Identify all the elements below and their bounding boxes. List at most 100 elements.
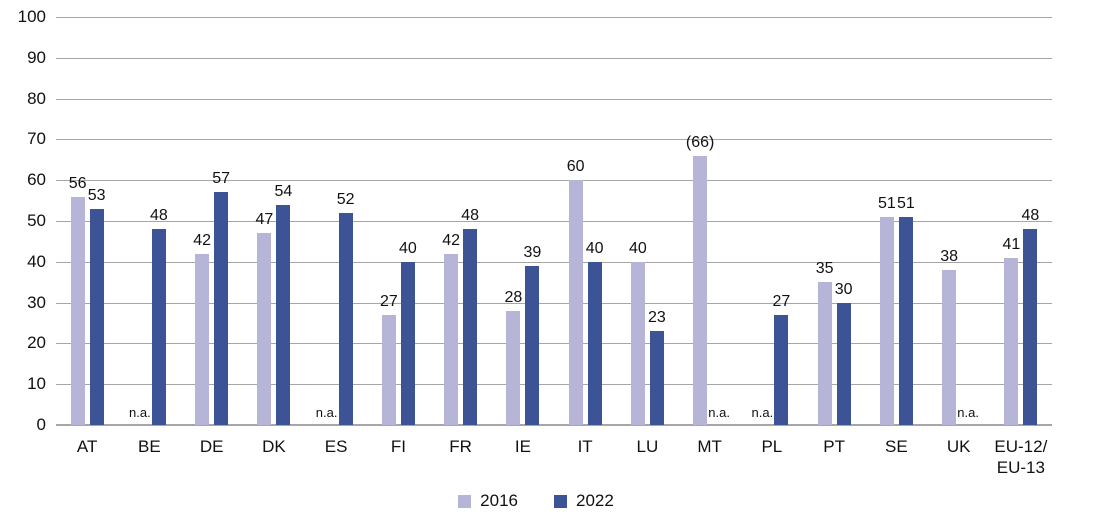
bar-2022 xyxy=(276,204,291,425)
x-axis-category-label: PT xyxy=(823,437,845,456)
x-axis-category-label: IT xyxy=(577,437,593,456)
bar-2022 xyxy=(1023,229,1038,425)
x-axis-category-label: PL xyxy=(761,437,783,456)
y-axis-tick-label: 80 xyxy=(27,88,46,108)
gridline xyxy=(56,180,1052,182)
bar-value-label: 38 xyxy=(940,247,959,265)
gridline xyxy=(56,302,1052,304)
bar-2016 xyxy=(693,155,708,425)
bar-2022 xyxy=(400,261,415,425)
bar-value-label: 51 xyxy=(896,194,915,212)
bar-2016 xyxy=(630,261,645,425)
na-label: n.a. xyxy=(751,405,774,420)
x-axis-category-label: SE xyxy=(885,437,908,456)
bar-2016 xyxy=(1004,257,1019,425)
gridline xyxy=(56,17,1052,18)
x-axis-baseline xyxy=(56,424,1052,426)
y-axis-tick-label: 70 xyxy=(27,129,46,149)
legend: 2016 2022 xyxy=(0,489,1072,513)
gridline xyxy=(56,384,1052,386)
x-axis-category-label: UK xyxy=(946,437,971,456)
bar-value-label: 52 xyxy=(336,190,355,208)
x-axis-category-label: IE xyxy=(514,437,531,456)
y-axis-tick-label: 40 xyxy=(27,251,46,271)
bar-value-label: 48 xyxy=(149,207,168,225)
bar-2022 xyxy=(463,229,478,425)
x-axis-category-label: LU xyxy=(636,437,659,456)
x-axis-category-label: ES xyxy=(324,437,348,456)
x-axis-category-label: FI xyxy=(390,437,406,456)
bar-value-label: (66) xyxy=(685,133,715,151)
bar-value-label: 60 xyxy=(566,158,585,176)
bar-2022 xyxy=(649,331,664,425)
bar-2022 xyxy=(214,192,229,425)
bar-2016 xyxy=(506,310,521,425)
gridline xyxy=(56,343,1052,345)
bar-2022 xyxy=(338,212,353,425)
bar-2016 xyxy=(381,314,396,425)
bar-value-label: 27 xyxy=(772,292,791,310)
bar-value-label: 27 xyxy=(379,292,398,310)
bar-2016 xyxy=(942,269,957,425)
bar-value-label: 54 xyxy=(274,182,293,200)
legend-label: 2016 xyxy=(480,491,518,510)
y-axis-tick-label: 20 xyxy=(27,333,46,353)
bar-value-label: 41 xyxy=(1002,235,1021,253)
bar-value-label: 35 xyxy=(815,260,834,278)
bar-value-label: 51 xyxy=(877,194,896,212)
x-axis-category-label: MT xyxy=(697,437,722,456)
y-axis-tick-label: 50 xyxy=(27,211,46,230)
bar-value-label: 40 xyxy=(628,239,647,257)
bar-2016 xyxy=(568,180,583,425)
y-axis-tick-label: 0 xyxy=(36,415,46,434)
bar-2016 xyxy=(195,253,210,425)
bar-2016 xyxy=(879,216,894,425)
bar-2022 xyxy=(525,265,540,425)
bar-value-label: 48 xyxy=(1021,207,1040,225)
x-axis-category-label: BE xyxy=(138,437,161,456)
legend-item: 2022 xyxy=(554,491,614,511)
legend-swatch-2022 xyxy=(554,494,567,508)
bar-2022 xyxy=(836,302,851,425)
gridline xyxy=(56,57,1052,59)
legend-item: 2016 xyxy=(458,491,518,511)
gridline xyxy=(56,98,1052,100)
y-axis-tick-label: 10 xyxy=(27,374,46,394)
y-axis-tick-label: 90 xyxy=(27,47,46,67)
bar-value-label: 48 xyxy=(461,207,480,225)
legend-swatch-2016 xyxy=(458,494,472,508)
x-axis-category-label: FR xyxy=(449,437,472,456)
gridline xyxy=(56,261,1052,263)
bar-value-label: 28 xyxy=(504,288,523,306)
bar-value-label: 57 xyxy=(212,170,231,188)
bar-value-label: 30 xyxy=(834,280,853,298)
bar-value-label: 40 xyxy=(585,239,604,257)
bar-2022 xyxy=(587,261,602,425)
y-axis-tick-label: 100 xyxy=(17,7,46,26)
x-axis-category-label: EU-12/ EU-13 xyxy=(994,437,1048,477)
legend-label: 2022 xyxy=(576,491,614,510)
bar-value-label: 56 xyxy=(68,174,87,192)
bar-value-label: 23 xyxy=(647,309,666,327)
bar-value-label: 47 xyxy=(255,211,274,229)
y-axis-tick-label: 60 xyxy=(27,170,46,190)
bar-2016 xyxy=(444,253,459,425)
gridline xyxy=(56,221,1052,222)
x-axis-category-label: AT xyxy=(76,437,98,456)
na-label: n.a. xyxy=(129,405,151,420)
bar-2022 xyxy=(898,216,913,425)
x-axis-category-label: DK xyxy=(262,437,286,456)
bar-value-label: 40 xyxy=(398,239,417,257)
bar-value-label: 42 xyxy=(193,231,212,249)
bar-2016 xyxy=(70,196,85,425)
na-label: n.a. xyxy=(315,405,338,420)
bar-2016 xyxy=(257,233,272,425)
bar-value-label: 42 xyxy=(442,231,461,249)
bar-2022 xyxy=(89,208,104,425)
bar-2022 xyxy=(151,229,166,425)
na-label: n.a. xyxy=(957,405,979,420)
x-axis-category-label: DE xyxy=(199,437,224,456)
bar-2022 xyxy=(774,314,789,425)
na-label: n.a. xyxy=(708,405,730,420)
